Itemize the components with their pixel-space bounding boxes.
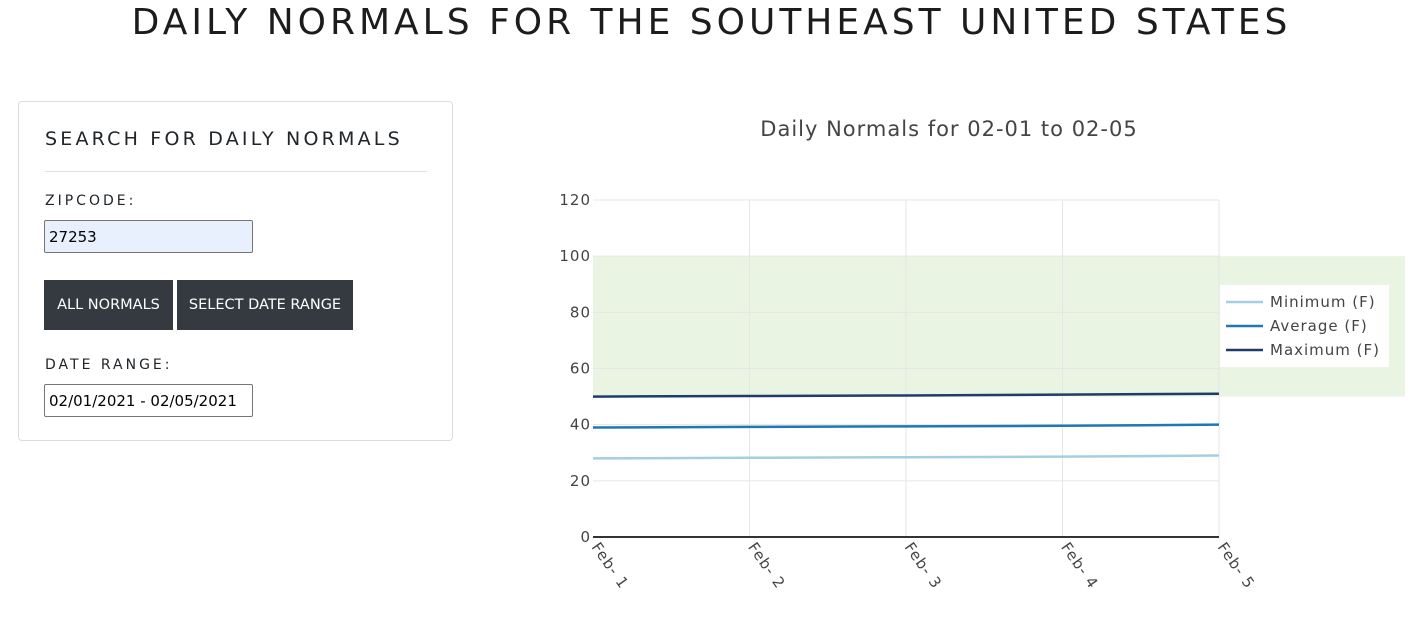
date-range-input[interactable] xyxy=(44,384,253,417)
chart-legend: Minimum (F) Average (F) Maximum (F) xyxy=(1220,285,1389,367)
x-tick-label: Feb- 1 xyxy=(588,539,633,592)
search-panel: SEARCH FOR DAILY NORMALS ZIPCODE: ALL NO… xyxy=(18,101,453,441)
series-line-minimum xyxy=(592,454,1220,460)
y-tick-label: 20 xyxy=(570,472,591,490)
page-title: DAILY NORMALS FOR THE SOUTHEAST UNITED S… xyxy=(131,2,1292,43)
x-tick-label: Feb- 5 xyxy=(1214,539,1259,592)
all-normals-button[interactable]: ALL NORMALS xyxy=(44,280,173,330)
x-tick-label: Feb- 4 xyxy=(1057,539,1102,592)
series-line-maximum xyxy=(592,392,1220,398)
y-tick-label: 60 xyxy=(570,360,591,378)
zipcode-input[interactable] xyxy=(44,220,253,253)
x-tick-label: Feb- 3 xyxy=(901,539,946,592)
legend-label: Average (F) xyxy=(1270,317,1368,335)
series-line-average xyxy=(592,423,1220,429)
divider xyxy=(45,171,427,172)
x-tick-label: Feb- 2 xyxy=(744,539,789,592)
date-range-label: DATE RANGE: xyxy=(45,357,173,373)
legend-label: Maximum (F) xyxy=(1270,341,1380,359)
search-panel-title: SEARCH FOR DAILY NORMALS xyxy=(45,128,403,150)
select-date-range-button[interactable]: SELECT DATE RANGE xyxy=(177,280,353,330)
y-tick-label: 120 xyxy=(559,191,591,209)
legend-label: Minimum (F) xyxy=(1270,293,1376,311)
y-tick-label: 40 xyxy=(570,416,591,434)
y-tick-label: 100 xyxy=(559,247,591,265)
y-tick-label: 80 xyxy=(570,303,591,321)
y-tick-label: 0 xyxy=(580,528,591,546)
chart-title: Daily Normals for 02-01 to 02-05 xyxy=(760,117,1137,141)
zipcode-label: ZIPCODE: xyxy=(45,193,137,209)
